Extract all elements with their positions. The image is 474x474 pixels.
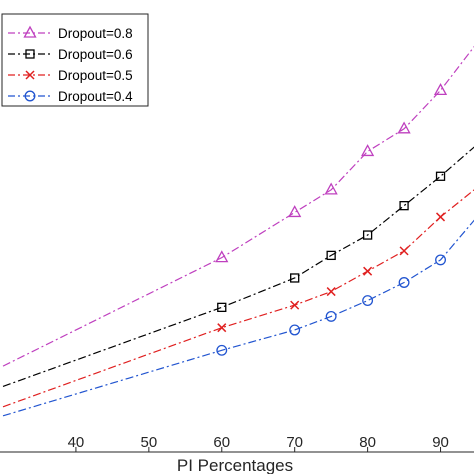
data-point-s4-2	[216, 344, 228, 356]
data-point-s1-3	[288, 205, 302, 218]
data-point-s4-6	[398, 277, 410, 288]
x-tick-label-80: 80	[359, 434, 376, 451]
data-point-s3-6	[399, 246, 409, 256]
legend-marker-1	[23, 25, 37, 38]
data-point-s2-2	[217, 302, 227, 313]
x-tick-label-50: 50	[141, 434, 158, 451]
series-line-3	[2, 189, 474, 408]
data-point-s1-2	[215, 250, 229, 263]
data-point-s2-3	[290, 273, 300, 283]
data-point-s1-6	[397, 121, 411, 134]
data-point-s1-4	[324, 182, 338, 195]
data-point-s4-3	[289, 324, 301, 336]
series-line-2	[2, 146, 474, 388]
data-point-s4-5	[362, 295, 374, 307]
series-line-1	[2, 45, 474, 367]
data-point-s1-7	[433, 83, 448, 96]
x-tick-label-60: 60	[213, 434, 230, 451]
legend-label-1: Dropout=0.8	[58, 26, 133, 41]
data-point-s1-5	[361, 144, 375, 157]
legend: Dropout=0.8 Dropout=0.6 Dropout=0.5 Dropout…	[1, 13, 149, 107]
data-point-s4-7	[435, 254, 446, 266]
x-tick-label-90: 90	[432, 434, 449, 451]
data-point-s2-5	[362, 230, 373, 240]
x-tick-label-70: 70	[286, 434, 303, 451]
data-point-s3-5	[363, 266, 373, 276]
legend-box	[1, 13, 149, 107]
data-point-s3-2	[217, 323, 227, 333]
legend-label-4: Dropout=0.4	[58, 89, 133, 104]
data-point-s2-4	[326, 250, 336, 261]
data-point-s2-7	[435, 171, 446, 181]
legend-marker-4	[24, 90, 36, 102]
legend-label-3: Dropout=0.5	[58, 68, 133, 83]
data-point-s3-3	[290, 300, 300, 310]
legend-marker-2	[25, 49, 35, 59]
x-tick-label-40: 40	[68, 434, 85, 451]
series-markers-layer	[215, 83, 448, 356]
legend-label-2: Dropout=0.6	[58, 47, 133, 62]
series-line-4	[2, 219, 474, 417]
axes-layer: 40 50 60 70 80 90 PI Percentages	[0, 434, 474, 474]
series-lines-layer	[2, 45, 474, 417]
data-point-s2-6	[399, 201, 409, 211]
data-point-s4-4	[325, 310, 337, 322]
data-point-s3-4	[326, 287, 336, 297]
data-point-s3-7	[436, 212, 446, 222]
x-axis-title: PI Percentages	[177, 456, 293, 474]
legend-marker-3	[25, 70, 35, 80]
